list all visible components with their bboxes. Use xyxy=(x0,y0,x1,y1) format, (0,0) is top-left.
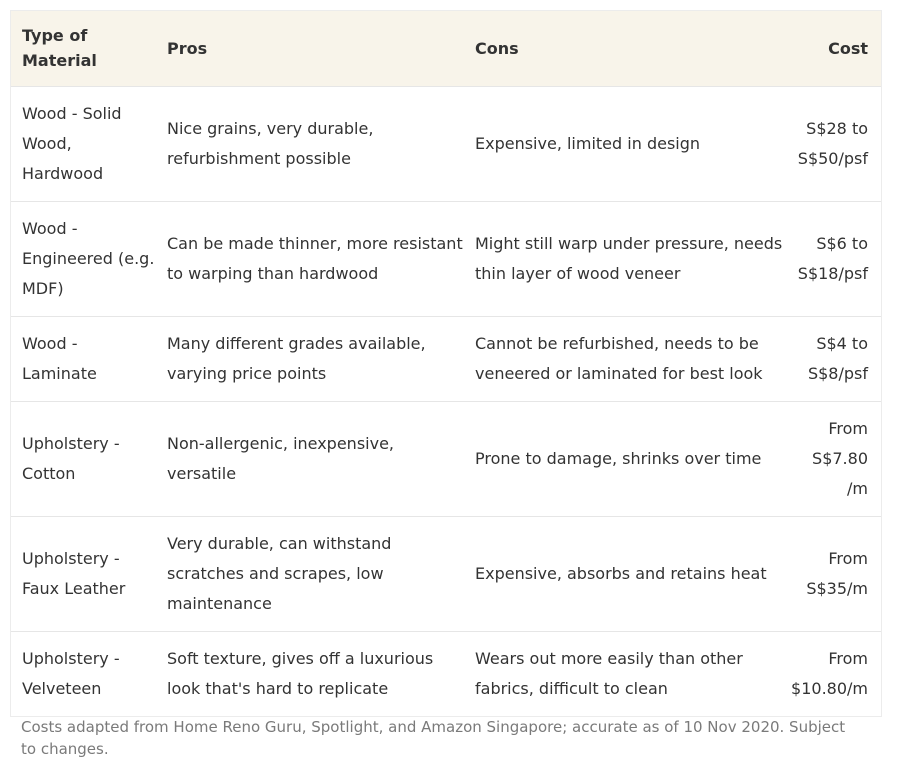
materials-table: Type of Material Pros Cons Cost Wood - S… xyxy=(11,11,881,716)
header-material: Type of Material xyxy=(22,26,97,71)
cell-cost: From $10.80/m xyxy=(789,630,881,716)
cell-cost: S$28 to S$50/psf xyxy=(789,85,881,201)
cell-pros: Soft texture, gives off a luxurious look… xyxy=(156,630,464,716)
cell-material: Wood - Engineered (e.g. MDF) xyxy=(11,200,156,316)
table-row: Upholstery - Velveteen Soft texture, giv… xyxy=(11,630,881,716)
cell-cost: S$4 to S$8/psf xyxy=(789,315,881,401)
cell-cons: Might still warp under pressure, needs t… xyxy=(464,200,789,316)
materials-table-container: Type of Material Pros Cons Cost Wood - S… xyxy=(10,10,882,717)
header-cons: Cons xyxy=(475,38,519,58)
cell-pros: Many different grades available, varying… xyxy=(156,315,464,401)
header-cost: Cost xyxy=(828,38,868,58)
cell-material: Wood - Laminate xyxy=(11,315,156,401)
table-caption: Costs adapted from Home Reno Guru, Spotl… xyxy=(21,718,846,758)
table-header: Type of Material Pros Cons Cost xyxy=(11,11,881,86)
cell-pros: Can be made thinner, more resistant to w… xyxy=(156,200,464,316)
header-pros: Pros xyxy=(167,38,208,58)
table-row: Wood - Laminate Many different grades av… xyxy=(11,315,881,401)
table-row: Wood - Engineered (e.g. MDF) Can be made… xyxy=(11,200,881,316)
cell-cons: Expensive, absorbs and retains heat xyxy=(464,515,789,631)
table-row: Upholstery - Faux Leather Very durable, … xyxy=(11,515,881,631)
cell-material: Upholstery - Velveteen xyxy=(11,630,156,716)
table-row: Wood - Solid Wood, Hardwood Nice grains,… xyxy=(11,85,881,201)
cell-material: Upholstery - Faux Leather xyxy=(11,515,156,631)
cell-pros: Non-allergenic, inexpensive, versatile xyxy=(156,400,464,516)
cell-material: Wood - Solid Wood, Hardwood xyxy=(11,85,156,201)
cell-material: Upholstery - Cotton xyxy=(11,400,156,516)
cell-cost: S$6 to S$18/psf xyxy=(789,200,881,316)
table-body: Wood - Solid Wood, Hardwood Nice grains,… xyxy=(11,85,881,716)
cell-pros: Nice grains, very durable, refurbishment… xyxy=(156,85,464,201)
table-row: Upholstery - Cotton Non-allergenic, inex… xyxy=(11,400,881,516)
header-row: Type of Material Pros Cons Cost xyxy=(11,11,881,86)
cell-cost: From S$7.80 /m xyxy=(789,400,881,516)
cell-cons: Expensive, limited in design xyxy=(464,85,789,201)
cell-pros: Very durable, can withstand scratches an… xyxy=(156,515,464,631)
cell-cons: Prone to damage, shrinks over time xyxy=(464,400,789,516)
cell-cost: From S$35/m xyxy=(789,515,881,631)
cell-cons: Wears out more easily than other fabrics… xyxy=(464,630,789,716)
cell-cons: Cannot be refurbished, needs to be venee… xyxy=(464,315,789,401)
